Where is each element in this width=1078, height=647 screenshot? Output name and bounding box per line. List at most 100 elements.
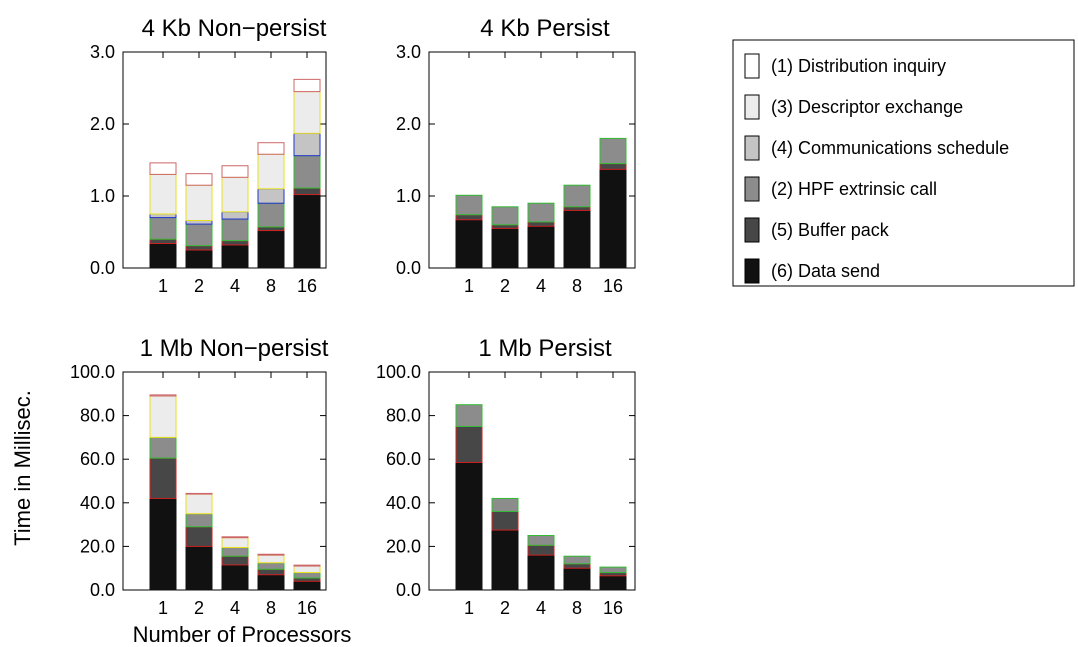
y-tick-label: 0.0: [396, 580, 421, 600]
bar-segment: [257, 153, 285, 190]
bar-segment: [149, 436, 177, 459]
x-tick-label: 8: [266, 598, 276, 618]
legend-swatch: [744, 135, 760, 161]
bar-segment: [491, 227, 519, 269]
x-tick-label: 8: [572, 598, 582, 618]
bar-segment: [149, 497, 177, 591]
legend-label: (1) Distribution inquiry: [771, 56, 946, 76]
bar-segment: [293, 187, 321, 196]
bar-segment: [455, 194, 483, 216]
x-tick-label: 2: [194, 598, 204, 618]
bar-segment: [455, 214, 483, 221]
bar-segment: [257, 188, 285, 204]
bar-segment: [185, 492, 213, 495]
y-tick-label: 60.0: [80, 449, 115, 469]
bar-segment: [293, 580, 321, 591]
x-tick-label: 4: [536, 598, 546, 618]
bar-segment: [149, 394, 177, 397]
legend-swatch: [744, 258, 760, 284]
y-tick-label: 1.0: [90, 186, 115, 206]
y-tick-label: 0.0: [90, 580, 115, 600]
bar-segment: [221, 244, 249, 269]
bar-segment: [221, 537, 249, 548]
bar-segment: [185, 223, 213, 247]
y-tick-label: 40.0: [80, 493, 115, 513]
bar-segment: [257, 562, 285, 570]
bar-segment: [185, 513, 213, 528]
bar-segment: [293, 194, 321, 269]
y-tick-label: 100.0: [376, 362, 421, 382]
y-tick-label: 2.0: [90, 114, 115, 134]
x-tick-label: 2: [194, 276, 204, 296]
y-tick-label: 3.0: [90, 42, 115, 62]
panel-title: 4 Kb Persist: [480, 15, 610, 42]
bar-segment: [149, 217, 177, 240]
bar-segment: [149, 173, 177, 215]
y-tick-label: 80.0: [80, 406, 115, 426]
x-tick-label: 16: [297, 276, 317, 296]
bar-segment: [563, 206, 591, 211]
bar-segment: [527, 544, 555, 556]
bar-segment: [257, 553, 285, 556]
bar-segment: [293, 78, 321, 93]
x-tick-label: 4: [230, 276, 240, 296]
chart-panel-1: 4 Kb Non−persist 0.0 1.0 2.0 3.0 1 2 4 8 16: [90, 15, 327, 296]
bar-segment: [149, 238, 177, 245]
bar-segment: [527, 554, 555, 591]
bar-segment: [185, 219, 213, 225]
bar-segment: [491, 206, 519, 226]
bar-segment: [293, 132, 321, 157]
bar-segment: [293, 155, 321, 189]
bar-segment: [563, 184, 591, 208]
bar-segment: [185, 245, 213, 251]
x-tick-label: 1: [464, 598, 474, 618]
bar-segment: [257, 202, 285, 228]
bar-segment: [455, 426, 483, 463]
bar-segment: [257, 230, 285, 269]
legend-swatch: [744, 176, 760, 202]
bar-segment: [293, 565, 321, 574]
chart-panel-3: 1 Mb Non−persist 0.0 20.0 40.0 60.0 80.0 100.0…: [70, 335, 329, 618]
legend: (1) Distribution inquiry (3) Descriptor e…: [732, 39, 1075, 287]
bar-segment: [185, 526, 213, 547]
bar-segment: [221, 564, 249, 591]
y-tick-label: 100.0: [70, 362, 115, 382]
y-tick-label: 20.0: [80, 536, 115, 556]
legend-label: (5) Buffer pack: [771, 220, 890, 240]
panel-title: 4 Kb Non−persist: [142, 15, 327, 42]
x-tick-label: 1: [158, 598, 168, 618]
panel-title: 1 Mb Persist: [478, 335, 612, 362]
legend-swatch: [744, 94, 760, 120]
legend-swatch: [744, 53, 760, 79]
bar-segment: [455, 219, 483, 269]
y-tick-label: 60.0: [386, 449, 421, 469]
bar-segment: [563, 555, 591, 565]
bar-segment: [185, 173, 213, 186]
bar-segment: [257, 226, 285, 232]
y-tick-label: 2.0: [396, 114, 421, 134]
y-axis-label: Time in Millisec.: [10, 390, 35, 546]
panel-title: 1 Mb Non−persist: [140, 335, 329, 362]
legend-label: (4) Communications schedule: [771, 138, 1009, 158]
bar-segment: [221, 211, 249, 220]
bar-segment: [293, 91, 321, 134]
x-tick-label: 16: [297, 598, 317, 618]
x-axis-label: Number of Processors: [133, 622, 352, 647]
x-tick-label: 4: [230, 598, 240, 618]
bar-segment: [221, 536, 249, 539]
bar-segment: [491, 511, 519, 531]
bar-segment: [527, 221, 555, 227]
bar-segment: [185, 184, 213, 221]
bar-segment: [149, 213, 177, 219]
y-tick-label: 80.0: [386, 406, 421, 426]
bar-segment: [149, 457, 177, 499]
bar-segment: [221, 176, 249, 213]
bar-segment: [599, 566, 627, 574]
bar-segment: [293, 564, 321, 567]
x-tick-label: 8: [572, 276, 582, 296]
y-tick-label: 0.0: [90, 258, 115, 278]
bar-segment: [527, 225, 555, 269]
bar-segment: [149, 162, 177, 175]
bar-segment: [563, 563, 591, 569]
